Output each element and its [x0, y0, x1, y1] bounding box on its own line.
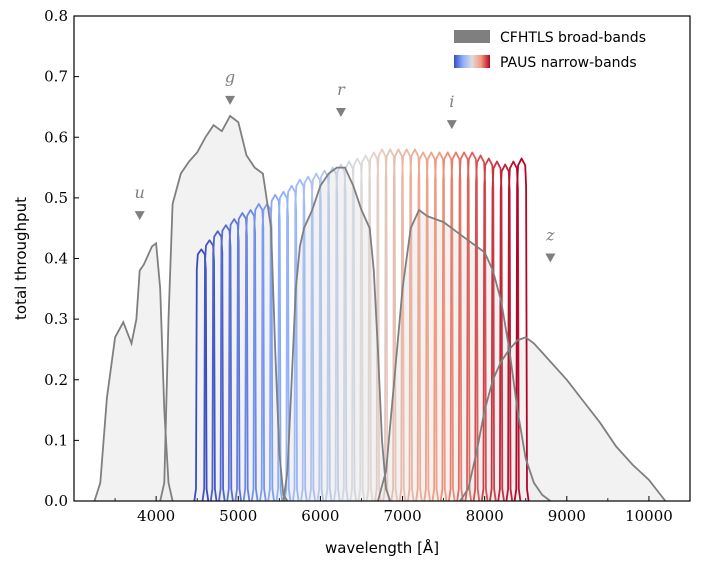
x-tick-label: 5000 — [219, 507, 257, 525]
narrow-band-30 — [439, 151, 456, 502]
x-axis: 4000 5000 6000 7000 8000 9000 10000 — [114, 496, 691, 525]
y-tick-label: 0.7 — [44, 68, 68, 86]
y-axis-label: total throughput — [12, 197, 30, 320]
narrow-band-35 — [480, 157, 497, 502]
narrow-band-29 — [431, 151, 448, 502]
broad-band-fill-g — [160, 116, 288, 501]
broad-band-line-z — [459, 336, 667, 502]
broad-band-line-r — [282, 166, 392, 502]
x-tick-label: 10000 — [625, 507, 673, 525]
broad-band-markers: u g r i z — [135, 68, 556, 263]
y-tick-label: 0.4 — [44, 250, 68, 268]
narrow-band-6 — [242, 209, 259, 502]
band-label-g: g — [225, 68, 235, 87]
narrow-band-26 — [407, 148, 423, 502]
broad-band-fill-u — [94, 243, 173, 502]
narrow-band-9 — [267, 193, 284, 502]
legend-label-cfhtls: CFHTLS broad-bands — [500, 30, 646, 46]
x-tick-label: 6000 — [301, 507, 339, 525]
band-label-z: z — [545, 225, 555, 244]
x-tick-label: 4000 — [137, 507, 175, 525]
broad-band-line-i — [377, 208, 551, 502]
narrow-band-32 — [456, 151, 472, 502]
narrow-band-16 — [324, 166, 341, 502]
narrow-band-14 — [308, 172, 325, 502]
band-marker-r — [335, 108, 346, 117]
narrow-band-25 — [398, 148, 415, 502]
narrow-band-19 — [349, 157, 366, 502]
narrow-band-36 — [489, 160, 505, 502]
narrow-band-11 — [283, 184, 300, 502]
broad-band-lines — [93, 114, 667, 502]
narrow-band-34 — [472, 154, 489, 502]
narrow-band-22 — [374, 148, 390, 502]
y-tick-label: 0.8 — [44, 7, 68, 25]
band-marker-i — [446, 120, 457, 130]
x-axis-label: wavelength [Å] — [325, 538, 439, 557]
band-label-i: i — [449, 92, 454, 111]
narrow-band-39 — [513, 157, 530, 502]
y-axis: 0.0 0.1 0.2 0.3 0.4 0.5 0.6 0.7 0.8 — [44, 7, 79, 510]
narrow-band-17 — [333, 163, 349, 502]
narrow-band-lines — [193, 148, 530, 502]
broad-band-line-g — [159, 114, 289, 502]
y-tick-label: 0.2 — [44, 371, 68, 389]
narrow-band-33 — [464, 151, 481, 502]
y-tick-label: 0.0 — [44, 492, 68, 510]
x-tick-label: 9000 — [548, 507, 586, 525]
y-tick-label: 0.5 — [44, 189, 68, 207]
broad-band-line-u — [93, 241, 174, 502]
band-label-r: r — [337, 80, 346, 99]
legend-label-paus: PAUS narrow-bands — [500, 55, 637, 71]
y-tick-label: 0.1 — [44, 431, 68, 449]
legend-swatch-cfhtls — [454, 30, 490, 43]
narrow-band-0 — [193, 248, 210, 502]
narrow-band-38 — [505, 160, 522, 502]
band-marker-g — [225, 95, 236, 105]
narrow-band-2 — [209, 230, 226, 502]
x-tick-label: 8000 — [466, 507, 504, 525]
plot-area: u g r i z — [93, 68, 667, 502]
narrow-band-7 — [250, 203, 267, 502]
narrow-band-12 — [292, 178, 308, 502]
narrow-band-27 — [415, 151, 431, 502]
y-tick-label: 0.6 — [44, 128, 68, 146]
narrow-band-13 — [300, 175, 316, 502]
legend-swatch-paus — [454, 55, 490, 68]
band-marker-u — [134, 211, 145, 221]
narrow-band-4 — [226, 218, 242, 502]
x-tick-label: 7000 — [383, 507, 421, 525]
narrow-band-3 — [218, 224, 234, 502]
narrow-band-20 — [357, 154, 374, 502]
narrow-band-23 — [382, 148, 399, 502]
narrow-band-28 — [423, 151, 440, 502]
narrow-band-31 — [448, 151, 464, 502]
y-tick-label: 0.3 — [44, 310, 68, 328]
broad-band-fill-z — [460, 337, 666, 501]
narrow-band-37 — [497, 163, 514, 502]
narrow-band-10 — [275, 190, 292, 502]
legend: CFHTLS broad-bands PAUS narrow-bands — [454, 30, 646, 71]
narrow-band-18 — [341, 160, 357, 502]
band-label-u: u — [135, 183, 145, 202]
band-marker-z — [545, 253, 556, 263]
narrow-band-1 — [201, 239, 218, 502]
narrow-band-15 — [316, 169, 333, 502]
narrow-band-5 — [234, 212, 251, 502]
